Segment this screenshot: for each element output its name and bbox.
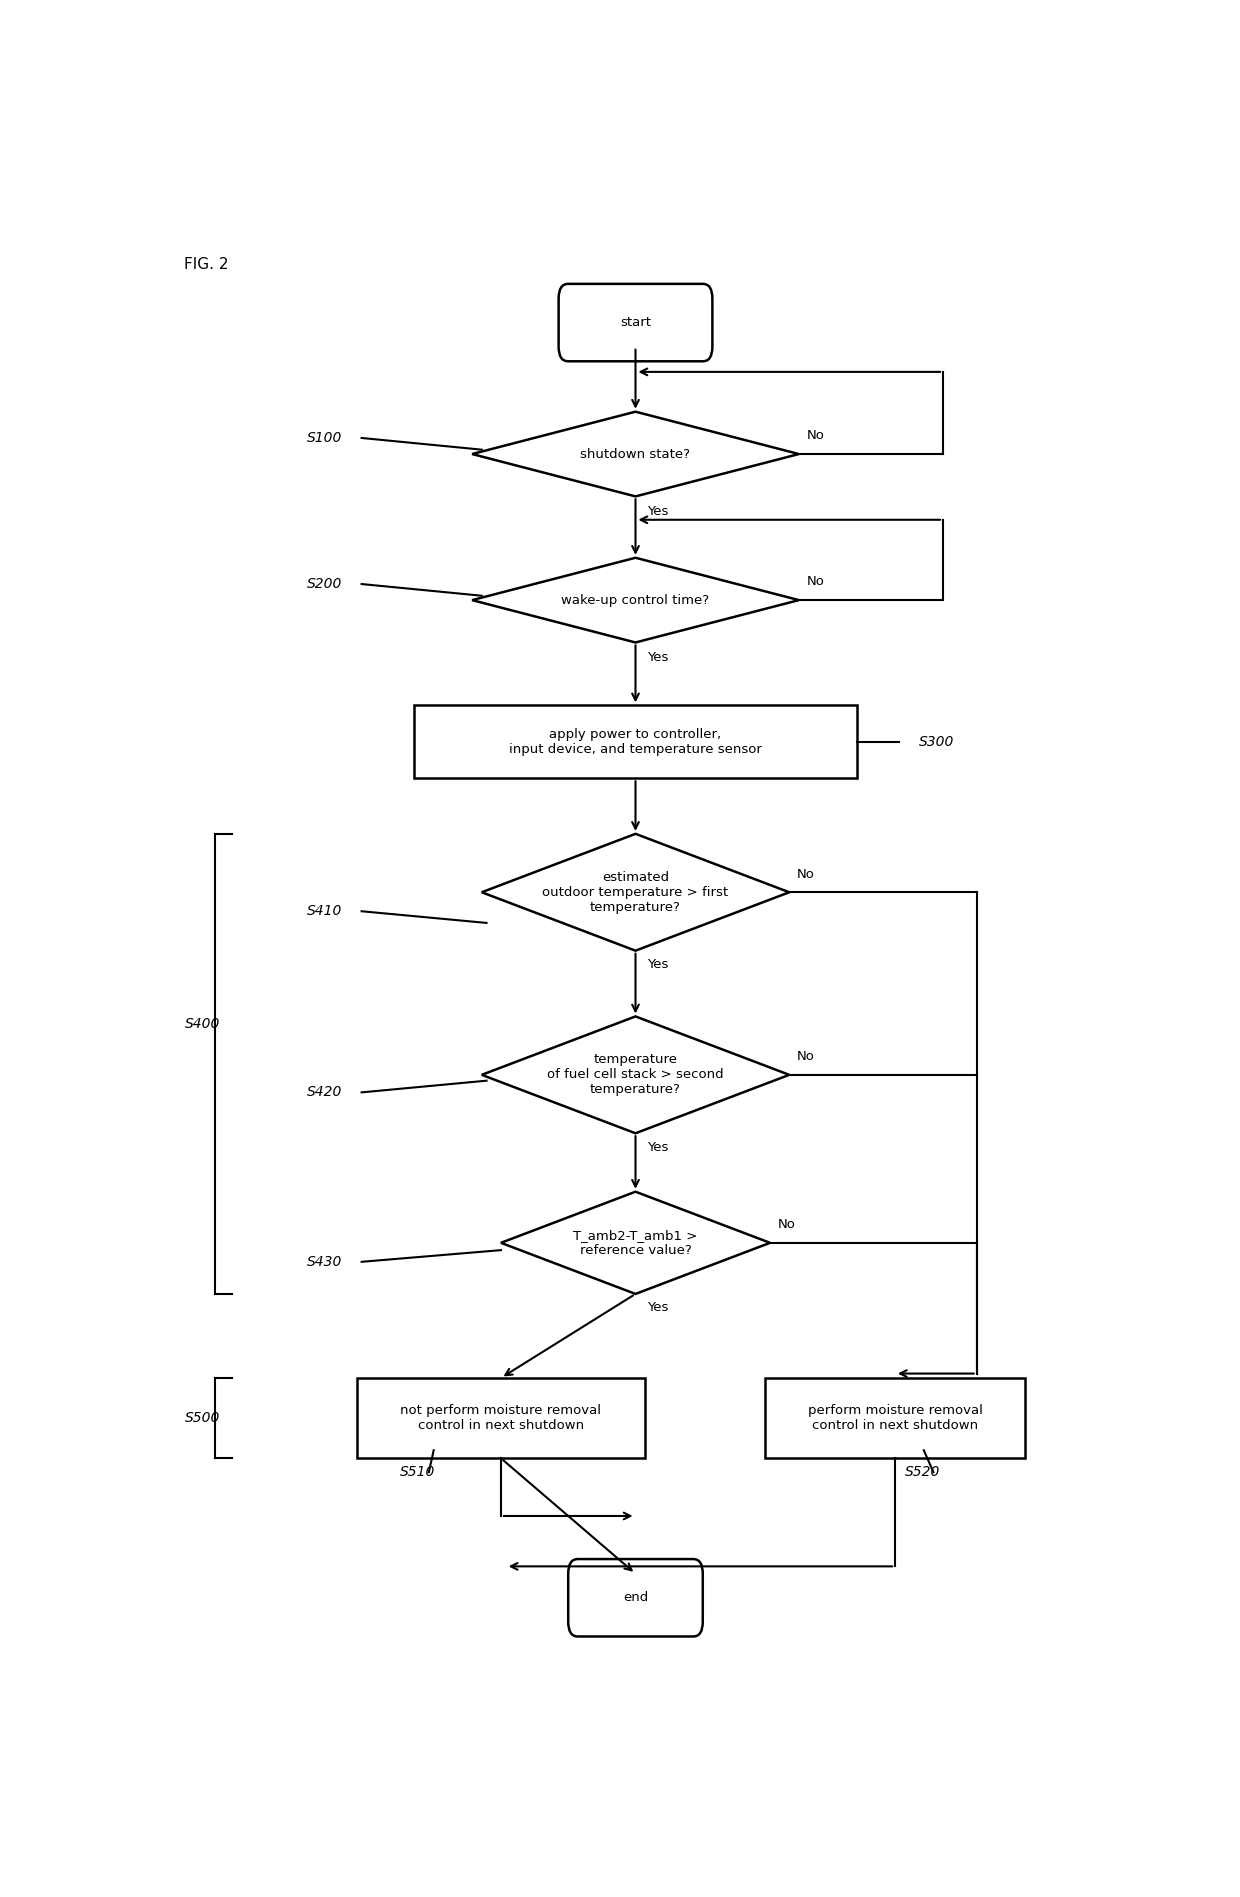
Text: not perform moisture removal
control in next shutdown: not perform moisture removal control in …	[401, 1404, 601, 1432]
Text: No: No	[806, 429, 825, 442]
Text: perform moisture removal
control in next shutdown: perform moisture removal control in next…	[807, 1404, 982, 1432]
Text: Yes: Yes	[647, 505, 668, 518]
Bar	[765, 1377, 1024, 1459]
Text: Yes: Yes	[647, 1140, 668, 1153]
Text: Yes: Yes	[647, 651, 668, 664]
Text: S410: S410	[308, 905, 342, 918]
Text: FIG. 2: FIG. 2	[184, 256, 228, 271]
Text: S430: S430	[308, 1254, 342, 1269]
Text: No: No	[797, 867, 815, 880]
Polygon shape	[501, 1191, 770, 1294]
Text: No: No	[797, 1051, 815, 1062]
Text: S420: S420	[308, 1085, 342, 1100]
Text: temperature
of fuel cell stack > second
temperature?: temperature of fuel cell stack > second …	[547, 1053, 724, 1096]
Text: S400: S400	[185, 1017, 221, 1030]
Bar	[357, 1377, 645, 1459]
Text: Yes: Yes	[647, 958, 668, 971]
Text: apply power to controller,
input device, and temperature sensor: apply power to controller, input device,…	[510, 728, 761, 755]
Text: S300: S300	[919, 734, 955, 749]
Polygon shape	[472, 412, 799, 497]
Text: S500: S500	[185, 1411, 221, 1425]
Text: T_amb2-T_amb1 >
reference value?: T_amb2-T_amb1 > reference value?	[573, 1229, 698, 1258]
Text: S510: S510	[401, 1464, 435, 1480]
FancyBboxPatch shape	[558, 285, 712, 360]
Text: S200: S200	[308, 577, 342, 592]
Polygon shape	[481, 835, 789, 950]
Polygon shape	[481, 1017, 789, 1133]
Text: wake-up control time?: wake-up control time?	[562, 594, 709, 607]
Text: S520: S520	[905, 1464, 940, 1480]
Text: end: end	[622, 1592, 649, 1605]
Polygon shape	[472, 558, 799, 643]
Text: shutdown state?: shutdown state?	[580, 448, 691, 461]
Bar	[414, 706, 857, 778]
Text: No: No	[777, 1218, 796, 1231]
Text: start: start	[620, 317, 651, 328]
Text: S100: S100	[308, 431, 342, 446]
FancyBboxPatch shape	[568, 1559, 703, 1637]
Text: No: No	[806, 575, 825, 588]
Text: estimated
outdoor temperature > first
temperature?: estimated outdoor temperature > first te…	[542, 871, 729, 914]
Text: Yes: Yes	[647, 1301, 668, 1315]
